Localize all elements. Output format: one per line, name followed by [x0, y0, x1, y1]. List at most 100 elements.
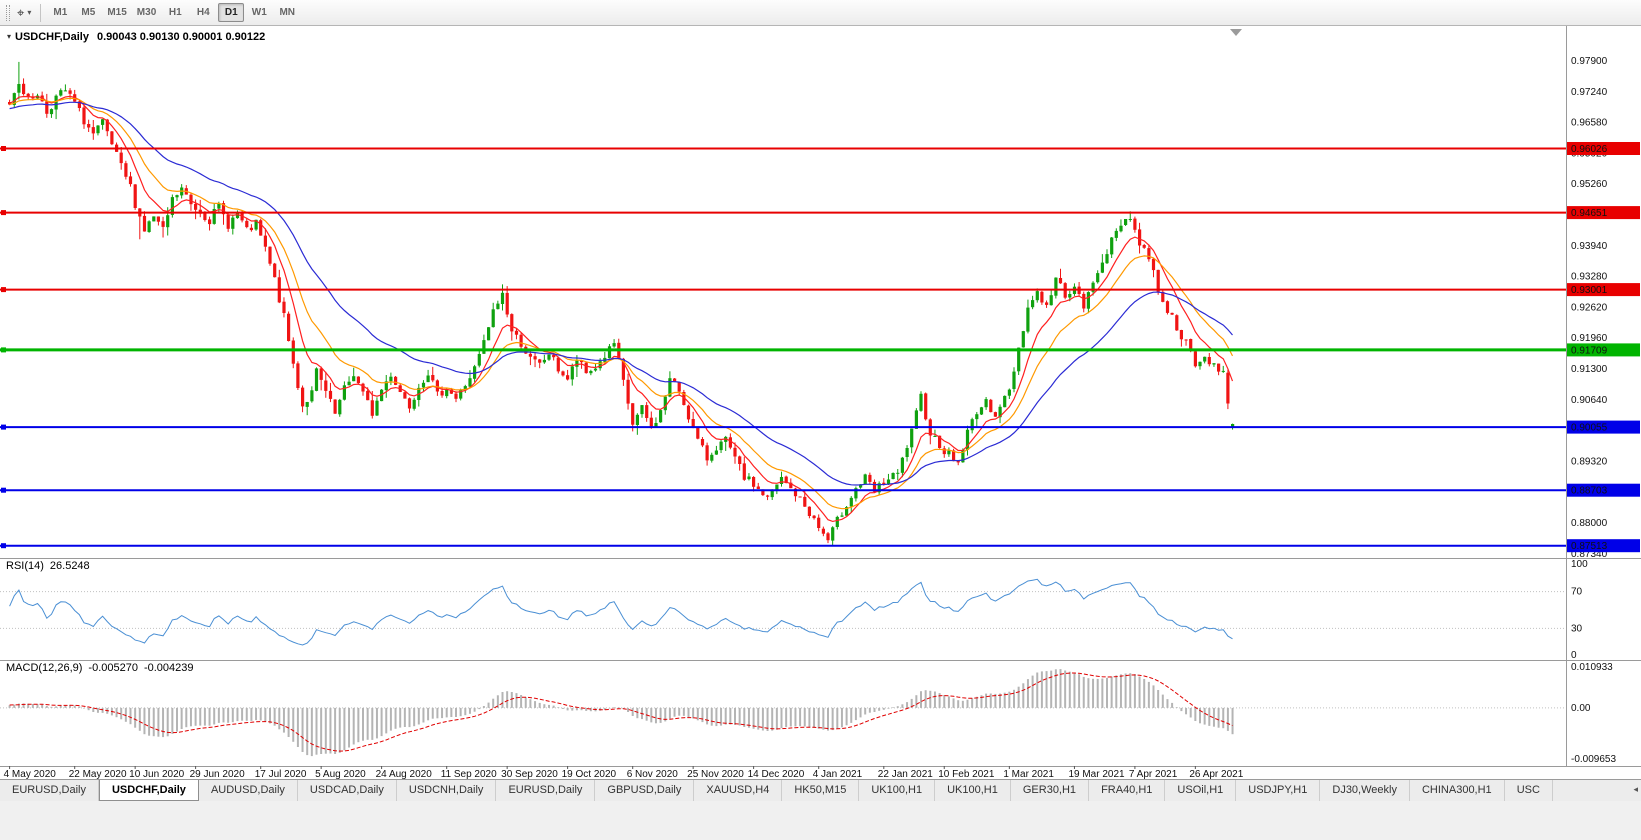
- timeframe-m5[interactable]: M5: [81, 7, 96, 18]
- price-axis-label: 0.91960: [1571, 333, 1608, 344]
- date-axis-label: 11 Sep 2020: [441, 769, 497, 779]
- tab-usoil-h1[interactable]: USOil,H1: [1165, 780, 1237, 801]
- timeframe-d1[interactable]: D1: [218, 3, 245, 22]
- tab-xauusd-h4[interactable]: XAUUSD,H4: [694, 780, 783, 801]
- price-badge-label: 0.94651: [1571, 208, 1608, 219]
- date-axis-label: 22 May 2020: [69, 769, 127, 779]
- tab-scroll-left-icon[interactable]: ◂: [1633, 784, 1638, 794]
- tab-fra40-h1[interactable]: FRA40,H1: [1089, 780, 1166, 801]
- price-axis-label: 0.89320: [1571, 456, 1608, 467]
- tab-usdcad-daily[interactable]: USDCAD,Daily: [298, 780, 397, 801]
- tab-usc[interactable]: USC: [1505, 780, 1553, 801]
- date-axis-label: 29 Jun 2020: [190, 769, 245, 779]
- macd-signal-line: [9, 672, 1233, 752]
- tab-audusd-daily[interactable]: AUDUSD,Daily: [199, 780, 298, 801]
- price-axis-label: 0.92620: [1571, 302, 1608, 313]
- timeframe-m15[interactable]: M15: [107, 7, 127, 18]
- timeframe-w1[interactable]: W1: [251, 7, 267, 18]
- chart-title: ▾ USDCHF,Daily 0.90043 0.90130 0.90001 0.9…: [7, 31, 265, 43]
- tab-dj30-weekly[interactable]: DJ30,Weekly: [1320, 780, 1410, 801]
- price-badge: [1567, 483, 1640, 497]
- hline-handle-icon[interactable]: [1, 347, 6, 353]
- date-axis-label: 19 Mar 2021: [1068, 769, 1125, 779]
- hline-handle-icon[interactable]: [1, 287, 6, 293]
- price-axis-label: 0.95260: [1571, 179, 1608, 190]
- hline-handle-icon[interactable]: [1, 424, 6, 430]
- date-axis-label: 19 Oct 2020: [562, 769, 617, 779]
- chart-tabs-bar: EURUSD,Daily USDCHF,Daily AUDUSD,Daily USDC…: [0, 779, 1641, 801]
- tab-eurusd-daily[interactable]: EURUSD,Daily: [496, 780, 596, 801]
- price-badge: [1567, 142, 1640, 155]
- ohlc-values: 0.90043 0.90130 0.90001 0.90122: [96, 31, 266, 43]
- price-axis-label: 0.97240: [1571, 87, 1608, 98]
- date-axis-label: 26 Apr 2021: [1189, 769, 1243, 779]
- hline-handle-icon[interactable]: [1, 487, 6, 493]
- tab-usdcnh-daily[interactable]: USDCNH,Daily: [397, 780, 497, 801]
- toolbar-dropdown-caret-icon[interactable]: ▾: [27, 8, 32, 17]
- macd-signal-value: -0.004239: [143, 662, 194, 674]
- price-badge-label: 0.96026: [1571, 144, 1608, 155]
- macd-axis-label: -0.009653: [1571, 754, 1616, 765]
- date-axis-label: 5 Aug 2020: [315, 769, 366, 779]
- macd-histogram: [8, 669, 1234, 757]
- toolbar-separator: [40, 3, 42, 22]
- date-axis-label: 17 Jul 2020: [255, 769, 307, 779]
- timeframe-m30[interactable]: M30: [136, 7, 157, 18]
- ma-line-34: [9, 101, 1233, 486]
- hline-handle-icon[interactable]: [1, 543, 6, 549]
- macd-axis-label: 0.010933: [1571, 662, 1613, 673]
- chart-canvas[interactable]: 0.979000.972400.965800.959200.952600.946…: [0, 26, 1641, 779]
- date-axis-label: 7 Apr 2021: [1129, 769, 1178, 779]
- timeframe-m1[interactable]: M1: [53, 7, 68, 18]
- rsi-label: RSI(14) 26.5248: [6, 560, 90, 572]
- tab-usdjpy-h1[interactable]: USDJPY,H1: [1236, 780, 1321, 801]
- tab-uk100-h1[interactable]: UK100,H1: [859, 780, 936, 801]
- timeframe-h4[interactable]: H4: [196, 7, 210, 18]
- rsi-axis-label: 0: [1571, 650, 1577, 661]
- date-axis-label: 4 May 2020: [4, 769, 57, 779]
- price-badge-label: 0.90055: [1571, 423, 1608, 434]
- price-badge: [1567, 206, 1640, 220]
- macd-label: MACD(12,26,9) -0.005270 -0.004239: [6, 662, 194, 674]
- crosshair-tool-icon[interactable]: ⌖: [17, 5, 25, 20]
- candles-layer: [8, 61, 1235, 547]
- price-badge: [1567, 420, 1640, 434]
- date-axis-label: 6 Nov 2020: [627, 769, 679, 779]
- tab-gbpusd-daily[interactable]: GBPUSD,Daily: [595, 780, 695, 801]
- tab-eurusd-daily[interactable]: EURUSD,Daily: [0, 780, 99, 801]
- timeframe-mn[interactable]: MN: [279, 7, 296, 18]
- ohlc-expander-icon[interactable]: ▾: [7, 32, 12, 41]
- price-badge: [1567, 539, 1640, 553]
- tab-ger30-h1[interactable]: GER30,H1: [1011, 780, 1090, 801]
- date-axis-label: 14 Dec 2020: [748, 769, 805, 779]
- hline-handle-icon[interactable]: [1, 146, 6, 151]
- rsi-line: [9, 578, 1233, 646]
- date-axis-label: 30 Sep 2020: [501, 769, 558, 779]
- tab-china300-h1[interactable]: CHINA300,H1: [1410, 780, 1505, 801]
- chart-window[interactable]: 0.979000.972400.965800.959200.952600.946…: [0, 26, 1641, 779]
- price-axis-label: 0.93940: [1571, 241, 1608, 252]
- macd-main-value: -0.005270: [88, 662, 138, 674]
- macd-name: MACD(12,26,9): [6, 662, 83, 674]
- price-axis-label: 0.93280: [1571, 272, 1608, 283]
- price-axis-label: 0.91300: [1571, 364, 1608, 375]
- chart-toolbar: ⌖ ▾ M1 M5 M15 M30 H1 H4 D1 W1 MN: [0, 0, 1641, 26]
- chart-tabs: EURUSD,Daily USDCHF,Daily AUDUSD,Daily USDC…: [0, 780, 1641, 801]
- date-axis-label: 4 Jan 2021: [813, 769, 863, 779]
- tab-usdchf-daily[interactable]: USDCHF,Daily: [98, 780, 199, 801]
- rsi-value: 26.5248: [49, 560, 90, 572]
- date-axis-label: 1 Mar 2021: [1003, 769, 1054, 779]
- price-badge-label: 0.88703: [1571, 486, 1608, 497]
- chart-background: [0, 26, 1641, 779]
- chart-shift-marker-icon[interactable]: [1230, 29, 1242, 36]
- timeframe-h1[interactable]: H1: [168, 7, 182, 18]
- tab-uk100-h1[interactable]: UK100,H1: [935, 780, 1011, 801]
- macd-axis-label: 0.00: [1571, 703, 1591, 714]
- price-axis-label: 0.87340: [1571, 549, 1608, 560]
- tab-hk50-m15[interactable]: HK50,M15: [782, 780, 860, 801]
- toolbar-grip[interactable]: [6, 4, 10, 21]
- date-axis-label: 10 Jun 2020: [129, 769, 184, 779]
- symbol-label: USDCHF,Daily: [15, 31, 89, 43]
- hline-handle-icon[interactable]: [1, 210, 6, 216]
